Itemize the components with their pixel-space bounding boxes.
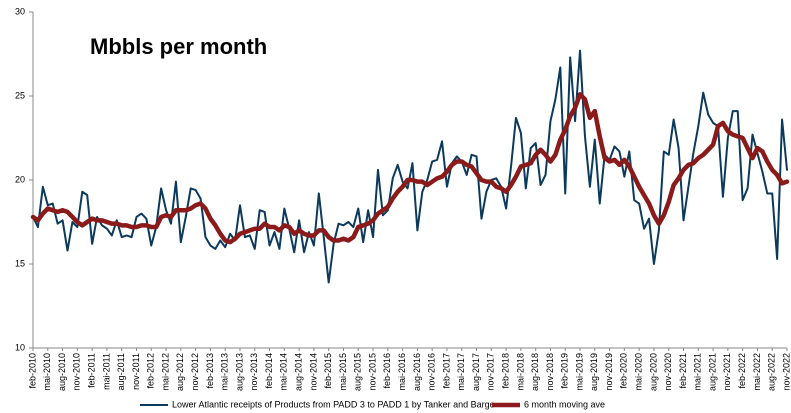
x-tick-label: feb-2020 bbox=[619, 353, 629, 389]
x-tick-label: aug-2011 bbox=[116, 353, 126, 390]
series-line bbox=[30, 92, 790, 245]
x-tick-label: aug-2015 bbox=[353, 353, 363, 391]
x-tick-label: nov-2013 bbox=[249, 353, 259, 391]
x-tick-label: mai-2012 bbox=[160, 353, 170, 391]
x-tick-label: mai-2017 bbox=[456, 353, 466, 391]
x-tick-label: nov-2017 bbox=[486, 353, 496, 391]
x-tick-label: aug-2018 bbox=[530, 353, 540, 391]
x-tick-label: mai-2019 bbox=[574, 353, 584, 391]
x-tick-label: nov-2014 bbox=[308, 353, 318, 391]
x-tick-label: feb-2018 bbox=[500, 353, 510, 389]
x-tick-label: feb-2016 bbox=[382, 353, 392, 389]
x-tick-label: nov-2019 bbox=[604, 353, 614, 391]
x-tick-label: aug-2019 bbox=[589, 353, 599, 391]
x-tick-label: nov-2021 bbox=[722, 353, 732, 391]
x-tick-label: feb-2017 bbox=[441, 353, 451, 389]
x-tick-label: nov-2012 bbox=[190, 353, 200, 391]
y-tick-label: 20 bbox=[15, 174, 25, 184]
x-tick-label: mai-2018 bbox=[515, 353, 525, 391]
x-tick-label: mai-2020 bbox=[634, 353, 644, 391]
x-tick-label: feb-2013 bbox=[205, 353, 215, 389]
x-tick-label: mai-2013 bbox=[220, 353, 230, 391]
x-tick-label: aug-2013 bbox=[234, 353, 244, 391]
x-tick-label: nov-2010 bbox=[72, 353, 82, 391]
x-tick-label: nov-2020 bbox=[663, 353, 673, 391]
legend-label: Lower Atlantic receipts of Products from… bbox=[172, 399, 495, 409]
x-tick-label: feb-2012 bbox=[146, 353, 156, 389]
legend-label: 6 month moving ave bbox=[524, 399, 605, 409]
x-tick-label: aug-2021 bbox=[707, 353, 717, 391]
series-line bbox=[32, 49, 788, 284]
x-tick-label: mai-2014 bbox=[279, 353, 289, 391]
x-tick-label: mai-2021 bbox=[693, 353, 703, 391]
x-tick-label: mai-2015 bbox=[338, 353, 348, 391]
x-tick-label: feb-2014 bbox=[264, 353, 274, 389]
x-tick-label: aug-2020 bbox=[648, 353, 658, 391]
x-tick-label: feb-2010 bbox=[27, 353, 37, 389]
x-tick-label: aug-2022 bbox=[767, 353, 777, 391]
y-tick-label: 30 bbox=[15, 6, 25, 16]
x-tick-label: nov-2011 bbox=[131, 353, 141, 390]
x-tick-label: feb-2021 bbox=[678, 353, 688, 389]
y-tick-label: 15 bbox=[15, 258, 25, 268]
y-tick-label: 25 bbox=[15, 90, 25, 100]
x-tick-label: mai-2016 bbox=[397, 353, 407, 391]
x-tick-label: feb-2019 bbox=[560, 353, 570, 389]
x-tick-label: mai-2011 bbox=[101, 353, 111, 390]
y-tick-label: 10 bbox=[15, 342, 25, 352]
x-tick-label: aug-2016 bbox=[412, 353, 422, 391]
x-tick-label: feb-2015 bbox=[323, 353, 333, 389]
x-tick-label: aug-2014 bbox=[293, 353, 303, 391]
chart-title: Mbbls per month bbox=[90, 34, 267, 59]
x-tick-label: nov-2015 bbox=[367, 353, 377, 391]
x-tick-label: aug-2010 bbox=[57, 353, 67, 391]
x-tick-label: nov-2018 bbox=[545, 353, 555, 391]
x-tick-label: aug-2017 bbox=[471, 353, 481, 391]
x-tick-label: mai-2022 bbox=[752, 353, 762, 391]
x-tick-label: nov-2016 bbox=[427, 353, 437, 391]
x-tick-label: aug-2012 bbox=[175, 353, 185, 391]
x-tick-label: feb-2011 bbox=[87, 353, 97, 388]
x-tick-label: nov-2022 bbox=[781, 353, 791, 391]
x-tick-label: mai-2010 bbox=[42, 353, 52, 391]
x-tick-label: feb-2022 bbox=[737, 353, 747, 389]
